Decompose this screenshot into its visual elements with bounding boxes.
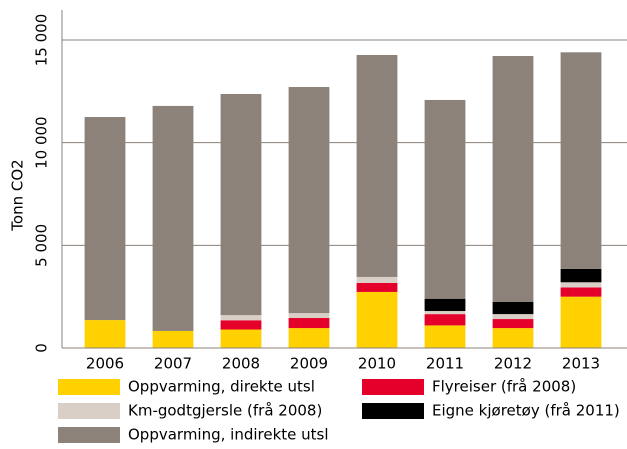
bar-segment — [152, 105, 194, 331]
bar-segment — [492, 302, 534, 315]
legend-swatch — [362, 379, 424, 395]
x-tick-label: 2009 — [290, 355, 328, 373]
legend-label: Oppvarming, indirekte utsl — [128, 426, 329, 444]
bar-segment — [152, 330, 194, 348]
bar-segment — [560, 282, 602, 288]
y-tick-label: 10 000 — [33, 116, 51, 169]
bar-segment — [288, 328, 330, 348]
x-tick-label: 2011 — [426, 355, 464, 373]
legend-swatch — [58, 427, 120, 443]
legend-label: Oppvarming, direkte utsl — [128, 378, 315, 396]
bar-segment — [356, 291, 398, 348]
bar-segment — [84, 320, 126, 348]
bar-segment — [288, 313, 330, 319]
bar-segment — [424, 314, 466, 326]
y-tick-label: 0 — [33, 343, 51, 353]
bar-segment — [492, 328, 534, 348]
bar-segment — [424, 311, 466, 315]
bar-segment — [560, 268, 602, 283]
bar-segment — [84, 117, 126, 321]
bar-segment — [288, 318, 330, 329]
bar-segment — [424, 99, 466, 299]
bar-segment — [424, 325, 466, 348]
bar-segment — [492, 319, 534, 329]
x-tick-label: 2008 — [222, 355, 260, 373]
bar-segment — [560, 52, 602, 269]
bar-segment — [288, 87, 330, 314]
bar-segment — [220, 320, 262, 330]
x-tick-label: 2007 — [154, 355, 192, 373]
bar-segment — [356, 276, 398, 283]
y-tick-label: 5 000 — [33, 224, 51, 267]
bar-segment — [220, 315, 262, 321]
bar-segment — [220, 329, 262, 348]
legend-label: Eigne kjøretøy (frå 2011) — [432, 402, 620, 420]
legend-swatch — [58, 379, 120, 395]
bar-segment — [220, 94, 262, 316]
bar-segment — [356, 282, 398, 292]
x-tick-label: 2006 — [86, 355, 124, 373]
legend-swatch — [58, 403, 120, 419]
y-tick-label: 15 000 — [33, 14, 51, 67]
legend-swatch — [362, 403, 424, 419]
legend-label: Km-godtgjersle (frå 2008) — [128, 402, 322, 420]
y-axis-title: Tonn CO2 — [9, 159, 27, 231]
x-tick-label: 2013 — [562, 355, 600, 373]
bar-segment — [424, 298, 466, 312]
x-tick-label: 2010 — [358, 355, 396, 373]
bar-segment — [356, 54, 398, 277]
bar-segment — [560, 296, 602, 348]
legend-label: Flyreiser (frå 2008) — [432, 378, 576, 396]
bar-segment — [492, 56, 534, 303]
x-tick-label: 2012 — [494, 355, 532, 373]
bar-segment — [492, 314, 534, 320]
bar-segment — [560, 287, 602, 297]
